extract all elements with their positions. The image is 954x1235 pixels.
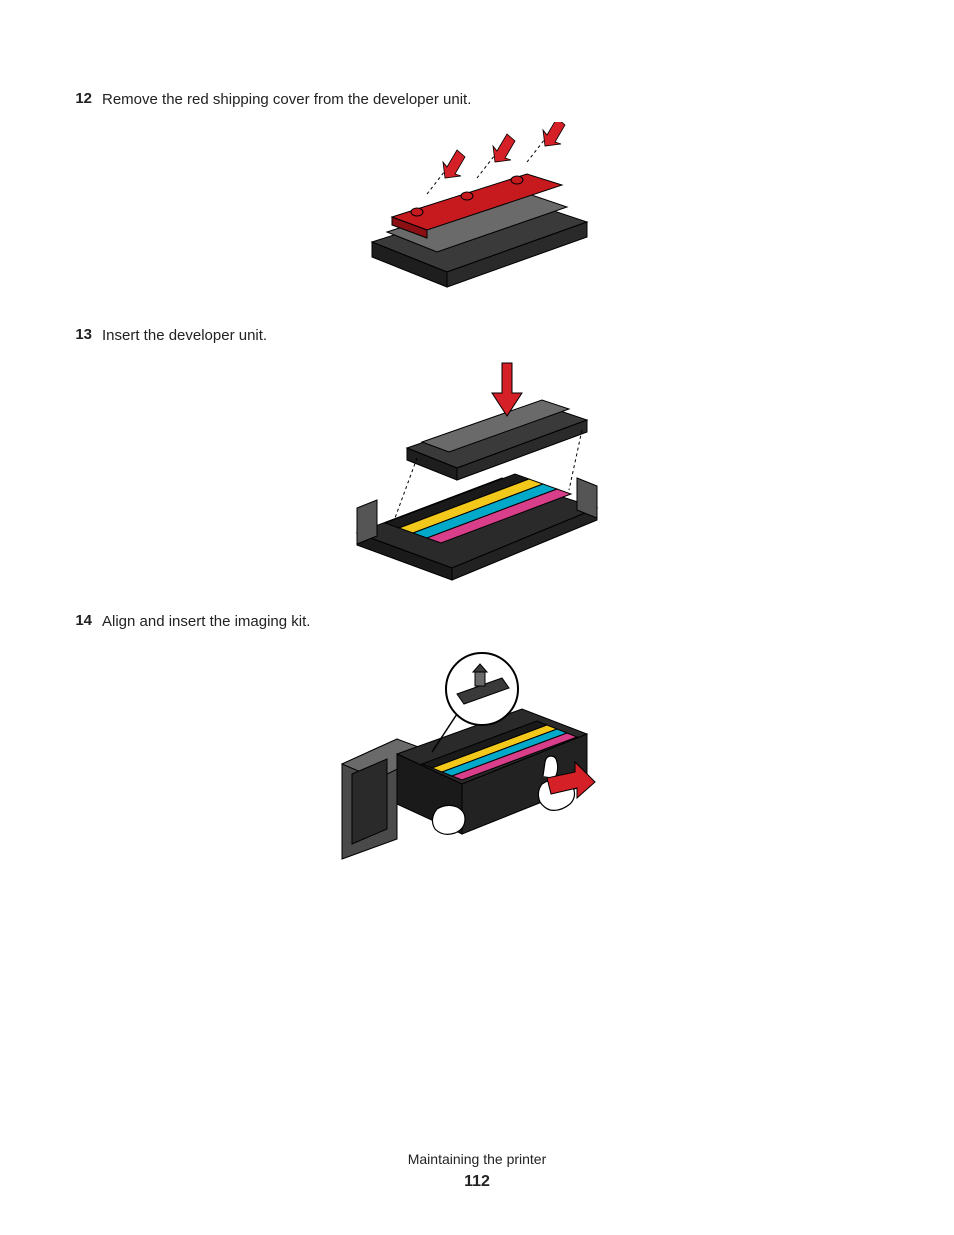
step-12: 12 Remove the red shipping cover from th… xyxy=(72,90,882,108)
figure-12 xyxy=(72,122,882,302)
step-text: Insert the developer unit. xyxy=(102,326,267,344)
figure-13 xyxy=(72,358,882,588)
footer-page-number: 112 xyxy=(0,1173,954,1191)
figure-14 xyxy=(72,644,882,874)
step-number: 12 xyxy=(72,90,102,107)
step-14: 14 Align and insert the imaging kit. xyxy=(72,612,882,630)
step-13: 13 Insert the developer unit. xyxy=(72,326,882,344)
step-number: 14 xyxy=(72,612,102,629)
step-text: Remove the red shipping cover from the d… xyxy=(102,90,471,108)
page-content: 12 Remove the red shipping cover from th… xyxy=(0,0,954,938)
page-footer: Maintaining the printer 112 xyxy=(0,1151,954,1191)
step-number: 13 xyxy=(72,326,102,343)
footer-section: Maintaining the printer xyxy=(0,1151,954,1167)
step-text: Align and insert the imaging kit. xyxy=(102,612,310,630)
